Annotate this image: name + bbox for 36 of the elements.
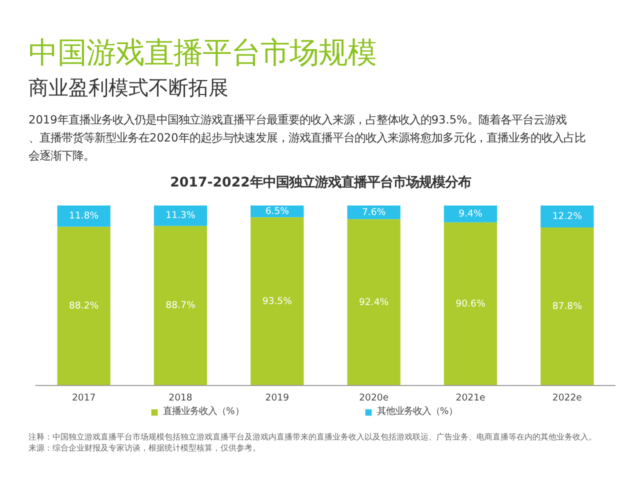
bar [57,206,110,227]
x-tick-label: 2022e [552,392,582,404]
bar [540,206,594,228]
x-tick-label: 2021e [456,392,486,404]
legend-label: 其他业务收入（%） [376,405,458,418]
data-label: 6.5% [265,206,290,217]
text: 注释：中国独立游戏直播平台市场规模包括独立游戏直播平台及游戏内直播带来的直播业务收入以及包括游戏联运、广告业务、电商直播等在内的其他业务收入。 [28,432,596,442]
data-label: 11.3% [166,210,196,222]
bar [540,227,594,386]
source-note: 来源：综合企业财报及专家访谈，根据统计模型核算，仅供参考。 [28,444,260,452]
bar [57,226,110,386]
x-tick-label: 2017 [72,392,96,404]
data-label: 88.7% [166,300,196,312]
data-label: 88.2% [69,300,99,312]
bar [154,206,208,226]
x-tick-label: 2019 [265,392,290,404]
chart-title: 中国游戏直播平台市场规模 [28,36,376,70]
bar [154,226,208,386]
data-label: 90.6% [456,298,486,310]
data-label: 9.4% [458,208,482,220]
bar [347,219,400,386]
bar [444,206,498,222]
x-tick-label: 2020e [359,392,389,404]
chart-subtitle: 商业盈利模式不断拓展 [28,76,228,100]
data-label: 93.5% [262,296,292,307]
bar [444,222,498,386]
legend-label: 直播业务收入（%） [163,405,244,418]
data-label: 92.4% [359,296,389,308]
x-tick-label: 2018 [168,392,192,404]
data-label: 87.8% [552,300,582,312]
bar [250,217,304,386]
data-label: 12.2% [552,210,582,222]
data-label: 11.8% [69,210,99,222]
data-label: 7.6% [362,206,386,218]
text: 2019年直播业务收入仍是中国独立游戏直播平台最重要的收入来源，占整体收入的93.5%。随着各平台云游戏、直播带货等新型业务在2020年的起步与快速发展，游戏直播平台的收入来源将愈加多元化，直播业务的收入占比会逐渐下降。 [28,112,586,162]
text: 2017-2022年中国独立游戏直播平台市场规模分布 [170,174,471,190]
